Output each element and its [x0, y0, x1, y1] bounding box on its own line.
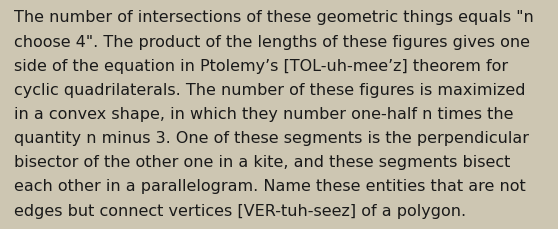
Text: The number of intersections of these geometric things equals "n: The number of intersections of these geo…: [14, 10, 533, 25]
Text: edges but connect vertices [VER-tuh-seez] of a polygon.: edges but connect vertices [VER-tuh-seez…: [14, 203, 466, 218]
Text: choose 4". The product of the lengths of these figures gives one: choose 4". The product of the lengths of…: [14, 34, 530, 49]
Text: bisector of the other one in a kite, and these segments bisect: bisector of the other one in a kite, and…: [14, 155, 511, 169]
Text: each other in a parallelogram. Name these entities that are not: each other in a parallelogram. Name thes…: [14, 179, 526, 194]
Text: in a convex shape, in which they number one-half n times the: in a convex shape, in which they number …: [14, 106, 513, 121]
Text: side of the equation in Ptolemy’s [TOL-uh-mee’z] theorem for: side of the equation in Ptolemy’s [TOL-u…: [14, 58, 508, 73]
Text: cyclic quadrilaterals. The number of these figures is maximized: cyclic quadrilaterals. The number of the…: [14, 82, 526, 97]
Text: quantity n minus 3. One of these segments is the perpendicular: quantity n minus 3. One of these segment…: [14, 131, 529, 145]
